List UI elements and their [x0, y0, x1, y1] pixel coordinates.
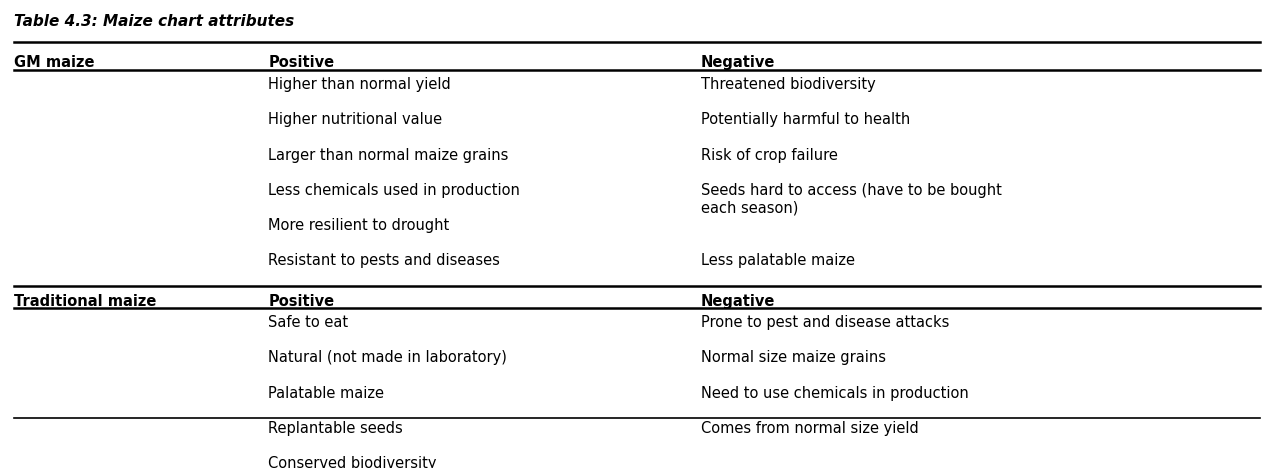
Text: Positive: Positive	[269, 54, 335, 70]
Text: Negative: Negative	[701, 294, 775, 309]
Text: Larger than normal maize grains: Larger than normal maize grains	[269, 147, 508, 162]
Text: Higher than normal yield: Higher than normal yield	[269, 77, 451, 92]
Text: Natural (not made in laboratory): Natural (not made in laboratory)	[269, 351, 507, 366]
Text: Traditional maize: Traditional maize	[14, 294, 157, 309]
Text: More resilient to drought: More resilient to drought	[269, 218, 450, 233]
Text: Risk of crop failure: Risk of crop failure	[701, 147, 837, 162]
Text: GM maize: GM maize	[14, 54, 94, 70]
Text: Conserved biodiversity: Conserved biodiversity	[269, 456, 437, 468]
Text: Threatened biodiversity: Threatened biodiversity	[701, 77, 875, 92]
Text: Need to use chemicals in production: Need to use chemicals in production	[701, 386, 968, 401]
Text: Less palatable maize: Less palatable maize	[701, 253, 855, 269]
Text: Higher nutritional value: Higher nutritional value	[269, 112, 442, 127]
Text: Resistant to pests and diseases: Resistant to pests and diseases	[269, 253, 501, 269]
Text: Table 4.3: Maize chart attributes: Table 4.3: Maize chart attributes	[14, 14, 294, 29]
Text: Negative: Negative	[701, 54, 775, 70]
Text: Potentially harmful to health: Potentially harmful to health	[701, 112, 910, 127]
Text: Palatable maize: Palatable maize	[269, 386, 385, 401]
Text: Prone to pest and disease attacks: Prone to pest and disease attacks	[701, 315, 949, 330]
Text: Safe to eat: Safe to eat	[269, 315, 349, 330]
Text: Comes from normal size yield: Comes from normal size yield	[701, 421, 919, 436]
Text: Replantable seeds: Replantable seeds	[269, 421, 403, 436]
Text: Normal size maize grains: Normal size maize grains	[701, 351, 885, 366]
Text: Seeds hard to access (have to be bought
each season): Seeds hard to access (have to be bought …	[701, 183, 1001, 215]
Text: Less chemicals used in production: Less chemicals used in production	[269, 183, 520, 198]
Text: Positive: Positive	[269, 294, 335, 309]
